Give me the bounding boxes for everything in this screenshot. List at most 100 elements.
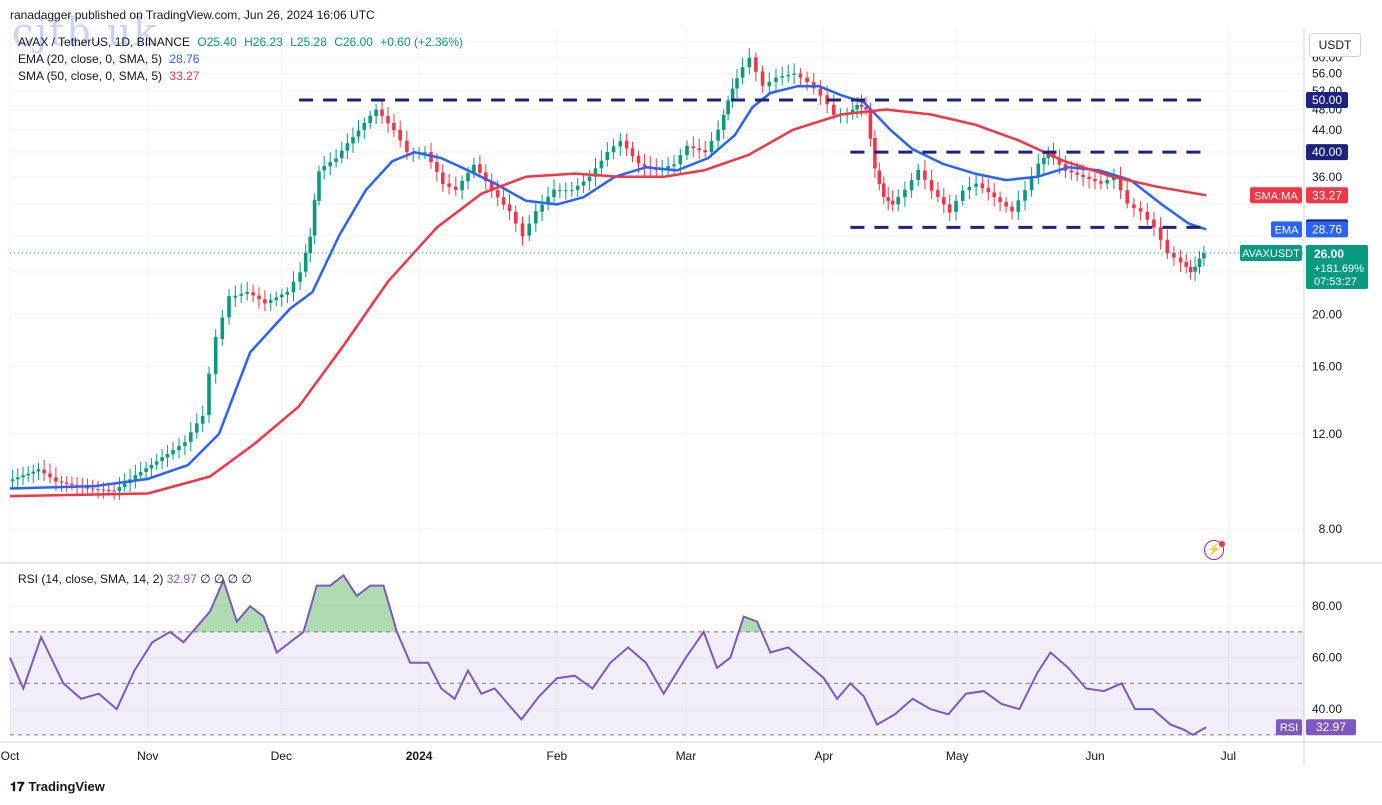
candle-body [1184,262,1188,267]
candle-body [691,146,696,149]
sma-value: 33.27 [169,69,200,83]
candle-body [1145,211,1150,220]
ma-value-tag-bg [1306,221,1348,238]
candle-body [200,416,205,424]
candle-body [611,146,616,153]
candle-body [546,196,550,205]
candle-body [798,73,803,78]
candle-body [21,475,25,478]
candle-body [31,471,36,474]
time-axis-label: Jul [1221,749,1236,763]
candle-body [735,78,739,89]
candle-body [618,141,623,147]
candle-body [859,104,864,108]
candle-body [954,201,958,212]
candle-body [992,192,996,198]
candle-body [678,155,683,165]
candle-body [138,472,143,476]
candle-body [685,145,689,156]
level-tag-bg [1306,144,1348,161]
candle-body [1004,202,1008,207]
price-axis-label: 8.00 [1319,522,1343,536]
symbol-tag-bg [1240,244,1302,261]
candle-body [1178,257,1183,263]
candle-body [144,468,148,472]
sma-legend[interactable]: SMA (50, close, 0, SMA, 5) 33.27 [18,69,199,83]
time-axis-label: 2024 [406,749,433,763]
candle-body [929,180,934,191]
candle-body [398,129,402,141]
candle-body [312,199,317,236]
candle-body [1016,200,1021,212]
candle-body [317,171,321,201]
candle-body [1042,158,1046,165]
candle-body [334,158,338,163]
candle-body [195,423,199,433]
candle-body [868,109,873,139]
symbol-legend[interactable]: AVAX / TetherUS, 1D, BINANCE O25.40 H26.… [18,35,463,49]
candle-body [42,469,46,474]
candle-body [923,170,927,180]
price-axis-label: 56.00 [1312,66,1342,80]
symbol-label: AVAX / TetherUS, 1D, BINANCE [18,35,191,49]
candle-body [263,299,267,304]
lightning-icon[interactable]: ⚡ [1204,540,1224,560]
candle-body [642,164,647,167]
brand-name: TradingView [28,779,105,794]
candle-body [1193,267,1197,272]
candle-body [472,164,476,173]
currency-selector[interactable]: USDT [1309,33,1361,57]
candle-body [429,152,433,162]
candle-body [303,252,308,272]
candle-body [877,170,882,184]
candle-body [189,432,193,442]
candle-body [855,104,859,110]
candle-body [527,223,531,236]
ema-legend[interactable]: EMA (20, close, 0, SMA, 5) 28.76 [18,52,199,66]
price-tag-countdown: 07:53:27 [1314,276,1357,288]
notification-dot [1219,541,1225,547]
candle-body [1081,174,1085,178]
candle-body [362,122,367,130]
candle-body [805,77,809,83]
level-tag: 40.00 [1312,145,1342,159]
candle-body [220,317,225,339]
candle-body [570,190,574,192]
candle-body [117,487,122,491]
candle-body [59,481,64,483]
candle-body [1069,170,1074,173]
candle-body [672,164,676,167]
candle-body [478,164,482,173]
rsi-legend[interactable]: RSI (14, close, SMA, 14, 2) 32.97 ∅ ∅ ∅ … [18,572,252,586]
candle-body [423,152,427,154]
candle-body [85,487,90,489]
tradingview-logo[interactable]: 𝟏𝟕 TradingView [10,779,105,795]
time-axis-label: May [946,749,969,763]
candle-body [1132,204,1136,209]
candle-body [54,477,58,482]
ohlc-high: H26.23 [244,35,283,49]
candle-body [106,490,111,491]
candle-body [133,475,138,480]
candle-body [466,172,470,182]
sma-line [9,108,1207,498]
candle-body [624,140,629,149]
ohlc-low: L25.28 [290,35,327,49]
candle-body [70,483,74,485]
candle-body [780,76,784,78]
candle-body [149,464,154,469]
candle-body [726,100,730,115]
candle-body [298,272,302,282]
candle-body [239,293,243,296]
candle-body [581,181,586,186]
candle-body [507,204,512,212]
ma-name-tag: SMA:MA [1254,190,1298,202]
rsi-axis-label: 60.00 [1312,651,1342,665]
candle-body [374,109,378,117]
publisher-line: ranadagger published on TradingView.com,… [10,8,375,22]
candle-body [1010,206,1014,212]
candle-body [630,148,635,156]
candle-body [1087,176,1091,179]
ma-value-tag-bg [1306,187,1348,204]
